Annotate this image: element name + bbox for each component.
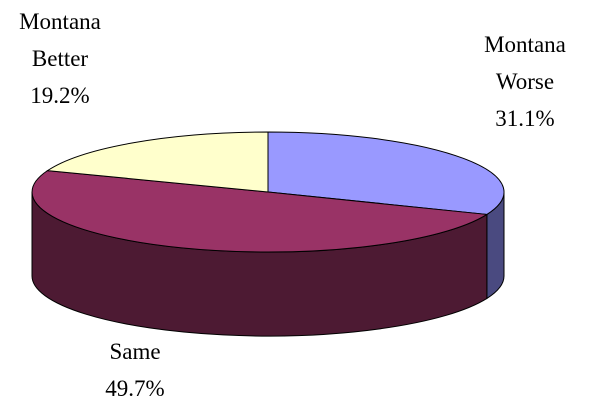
pie-slice-montana-worse <box>267 131 505 215</box>
slice-value: 31.1% <box>495 106 555 131</box>
slice-name-line-1: Montana <box>484 32 566 57</box>
slice-label-same: Same 49.7% <box>80 333 190 407</box>
slice-name-line-1: Montana <box>19 9 101 34</box>
slice-value: 49.7% <box>105 376 165 401</box>
pie-slice-same <box>31 170 489 253</box>
slice-name-line-2: Worse <box>495 69 555 94</box>
slice-value: 19.2% <box>30 83 90 108</box>
pie-sides <box>31 191 505 337</box>
slice-name-line-1: Same <box>109 339 161 364</box>
pie-slice-montana-better <box>46 131 269 193</box>
slice-name-line-2: Better <box>31 46 89 71</box>
slice-label-montana-worse: Montana Worse 31.1% <box>470 26 580 137</box>
slice-label-montana-better: Montana Better 19.2% <box>5 3 115 114</box>
pie-tops <box>31 131 505 253</box>
